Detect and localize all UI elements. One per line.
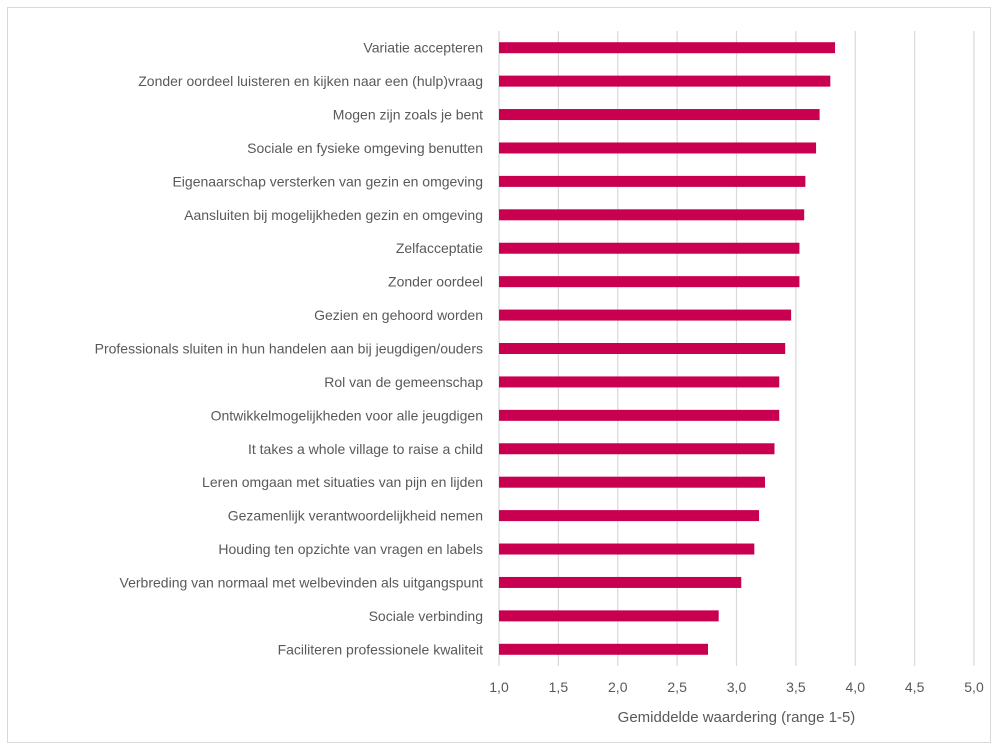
bar (499, 75, 831, 87)
bar (499, 376, 780, 388)
x-tick-label: 1,0 (489, 679, 509, 695)
category-label: Zelfacceptatie (396, 240, 483, 256)
bars (499, 42, 836, 655)
x-tick-label: 2,0 (608, 679, 628, 695)
bar (499, 510, 760, 522)
bar (499, 576, 742, 588)
category-label: Verbreding van normaal met welbevinden a… (120, 574, 484, 590)
category-label: Gezien en gehoord worden (314, 307, 483, 323)
x-tick-label: 1,5 (549, 679, 569, 695)
bar (499, 343, 786, 354)
category-label: Sociale verbinding (369, 608, 483, 624)
bar (499, 643, 708, 655)
bar (499, 209, 805, 221)
bar (499, 242, 800, 254)
bar (499, 109, 820, 121)
x-tick-label: 4,5 (905, 679, 925, 695)
bar (499, 276, 800, 288)
x-axis-title: Gemiddelde waardering (range 1-5) (618, 709, 856, 726)
category-label: Professionals sluiten in hun handelen aa… (95, 341, 483, 357)
x-tick-label: 2,5 (667, 679, 687, 695)
bar-chart: Variatie accepteren Zonder oordeel luiste… (95, 31, 984, 726)
x-tick-label: 4,0 (846, 679, 866, 695)
category-label: Variatie accepteren (363, 40, 483, 56)
category-label: Aansluiten bij mogelijkheden gezin en om… (184, 207, 483, 223)
category-label: Eigenaarschap versterken van gezin en om… (172, 173, 483, 189)
bar (499, 443, 775, 455)
bar (499, 309, 792, 321)
category-label: Ontwikkelmogelijkheden voor alle jeugdig… (211, 407, 483, 423)
x-tick-labels: 1,0 1,5 2,0 2,5 3,0 3,5 4,0 4,5 5,0 (489, 679, 984, 695)
category-label: Sociale en fysieke omgeving benutten (247, 140, 483, 156)
x-tick-label: 5,0 (964, 679, 984, 695)
category-labels: Variatie accepteren Zonder oordeel luiste… (95, 40, 484, 658)
x-tick-label: 3,5 (786, 679, 806, 695)
category-label: Mogen zijn zoals je bent (333, 107, 483, 123)
bar (499, 142, 817, 154)
category-label: Zonder oordeel luisteren en kijken naar … (138, 73, 483, 89)
category-label: Gezamenlijk verantwoordelijkheid nemen (228, 508, 483, 524)
bar (499, 42, 836, 54)
chart-frame: Variatie accepteren Zonder oordeel luiste… (7, 7, 991, 743)
category-label: Houding ten opzichte van vragen en label… (218, 541, 483, 557)
bar (499, 175, 806, 187)
bar (499, 610, 719, 622)
category-label: It takes a whole village to raise a chil… (248, 441, 483, 457)
category-label: Zonder oordeel (388, 274, 483, 290)
x-tick-label: 3,0 (727, 679, 747, 695)
bar (499, 543, 755, 555)
category-label: Faciliteren professionele kwaliteit (278, 641, 484, 657)
category-label: Rol van de gemeenschap (324, 374, 483, 390)
bar (499, 476, 765, 488)
category-label: Leren omgaan met situaties van pijn en l… (202, 474, 483, 490)
bar (499, 409, 780, 421)
